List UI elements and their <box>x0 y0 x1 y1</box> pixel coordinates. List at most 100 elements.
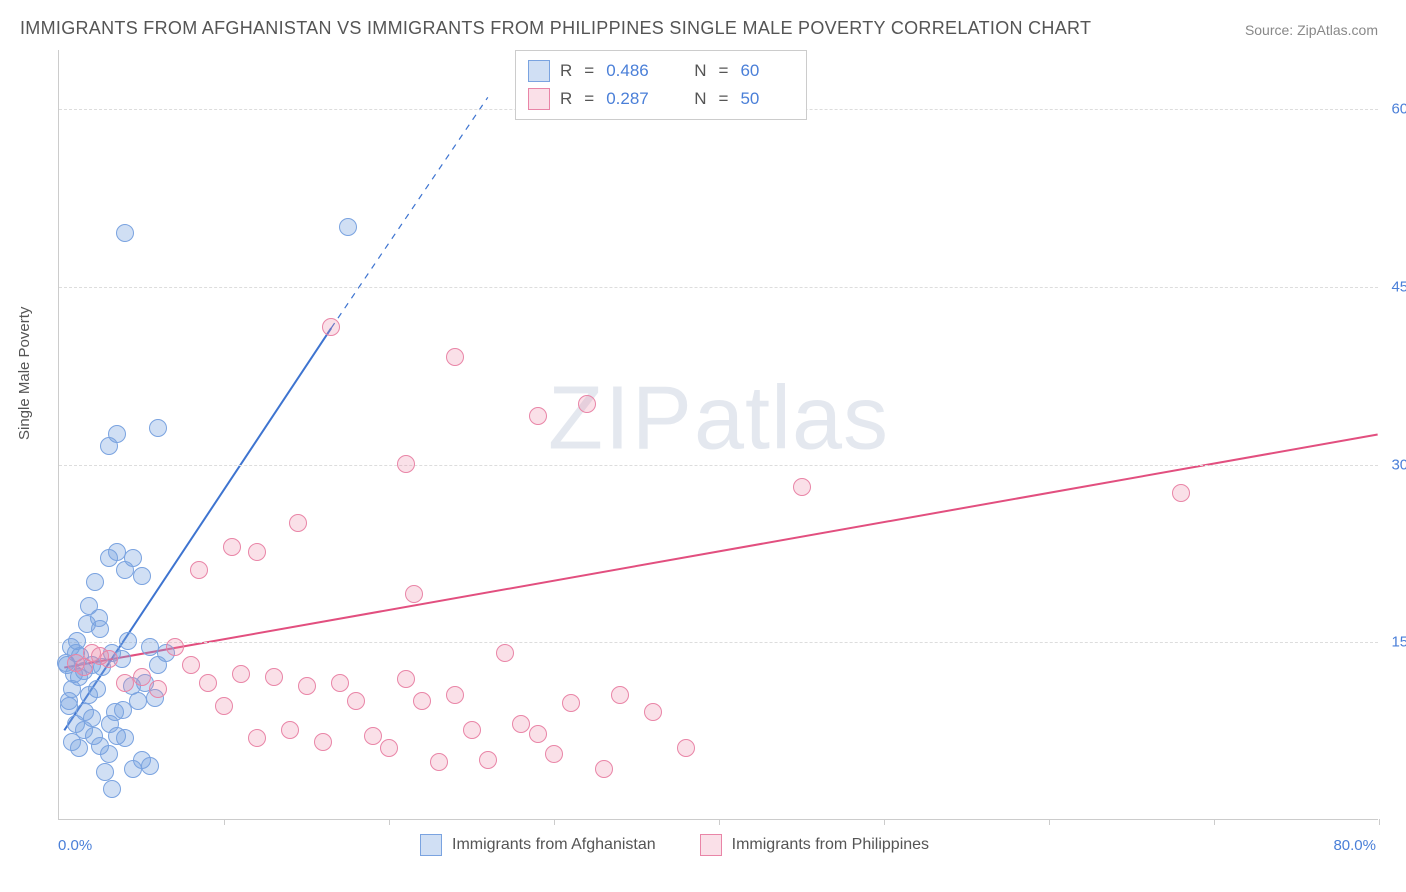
equals-sign: = <box>582 85 596 113</box>
swatch-icon <box>420 834 442 856</box>
x-tick <box>1214 819 1215 825</box>
stats-row: R=0.486N=60 <box>528 57 794 85</box>
data-point <box>166 638 184 656</box>
data-point <box>116 729 134 747</box>
watermark: ZIPatlas <box>548 368 889 471</box>
data-point <box>85 727 103 745</box>
data-point <box>463 721 481 739</box>
data-point <box>103 780 121 798</box>
stats-legend-box: R=0.486N=60R=0.287N=50 <box>515 50 807 120</box>
data-point <box>265 668 283 686</box>
y-tick-label: 60.0% <box>1382 101 1406 118</box>
y-tick-label: 15.0% <box>1382 634 1406 651</box>
data-point <box>108 543 126 561</box>
stat-r-letter: R <box>560 57 572 85</box>
data-point <box>405 585 423 603</box>
data-point <box>96 763 114 781</box>
data-point <box>133 668 151 686</box>
data-point <box>281 721 299 739</box>
legend-bottom: Immigrants from Afghanistan Immigrants fr… <box>420 834 929 856</box>
legend-label: Immigrants from Philippines <box>732 836 929 854</box>
data-point <box>116 674 134 692</box>
data-point <box>60 697 78 715</box>
x-tick <box>719 819 720 825</box>
data-point <box>298 677 316 695</box>
stats-row: R=0.287N=50 <box>528 85 794 113</box>
data-point <box>562 694 580 712</box>
data-point <box>199 674 217 692</box>
data-point <box>76 703 94 721</box>
swatch-icon <box>700 834 722 856</box>
data-point <box>232 665 250 683</box>
data-point <box>149 680 167 698</box>
data-point <box>364 727 382 745</box>
data-point <box>78 615 96 633</box>
equals-sign: = <box>717 57 731 85</box>
data-point <box>248 543 266 561</box>
stat-n-value: 50 <box>740 85 794 113</box>
data-point <box>512 715 530 733</box>
legend-item: Immigrants from Afghanistan <box>420 834 656 856</box>
data-point <box>119 632 137 650</box>
data-point <box>70 739 88 757</box>
source-attribution: Source: ZipAtlas.com <box>1245 22 1378 38</box>
data-point <box>413 692 431 710</box>
stat-r-value: 0.486 <box>606 57 660 85</box>
data-point <box>248 729 266 747</box>
watermark-atlas: atlas <box>694 369 889 469</box>
data-point <box>339 218 357 236</box>
data-point <box>397 670 415 688</box>
data-point <box>1172 484 1190 502</box>
data-point <box>86 573 104 591</box>
stat-n-letter: N <box>694 57 706 85</box>
data-point <box>611 686 629 704</box>
data-point <box>289 514 307 532</box>
data-point <box>446 348 464 366</box>
data-point <box>529 725 547 743</box>
gridline <box>59 465 1378 466</box>
stat-r-value: 0.287 <box>606 85 660 113</box>
data-point <box>149 419 167 437</box>
data-point <box>578 395 596 413</box>
x-tick <box>554 819 555 825</box>
source-label: Source: <box>1245 22 1297 38</box>
data-point <box>430 753 448 771</box>
stat-n-value: 60 <box>740 57 794 85</box>
swatch-icon <box>528 88 550 110</box>
data-point <box>479 751 497 769</box>
watermark-zip: ZIP <box>548 369 694 469</box>
legend-label: Immigrants from Afghanistan <box>452 836 656 854</box>
data-point <box>100 745 118 763</box>
x-axis-min-label: 0.0% <box>58 837 92 854</box>
x-axis-max-label: 80.0% <box>1333 837 1376 854</box>
data-point <box>141 757 159 775</box>
source-link[interactable]: ZipAtlas.com <box>1297 22 1378 38</box>
y-tick-label: 30.0% <box>1382 456 1406 473</box>
data-point <box>114 701 132 719</box>
gridline <box>59 287 1378 288</box>
chart-title: IMMIGRANTS FROM AFGHANISTAN VS IMMIGRANT… <box>20 18 1091 39</box>
data-point <box>223 538 241 556</box>
data-point <box>644 703 662 721</box>
data-point <box>331 674 349 692</box>
data-point <box>793 478 811 496</box>
x-tick <box>1049 819 1050 825</box>
equals-sign: = <box>717 85 731 113</box>
data-point <box>496 644 514 662</box>
x-tick <box>884 819 885 825</box>
data-point <box>88 680 106 698</box>
stat-r-letter: R <box>560 85 572 113</box>
data-point <box>182 656 200 674</box>
data-point <box>108 425 126 443</box>
data-point <box>677 739 695 757</box>
y-tick-label: 45.0% <box>1382 278 1406 295</box>
data-point <box>397 455 415 473</box>
data-point <box>116 224 134 242</box>
gridline <box>59 642 1378 643</box>
data-point <box>545 745 563 763</box>
x-tick <box>224 819 225 825</box>
data-point <box>91 647 109 665</box>
x-tick <box>389 819 390 825</box>
data-point <box>101 715 119 733</box>
trend-lines <box>59 50 1378 819</box>
